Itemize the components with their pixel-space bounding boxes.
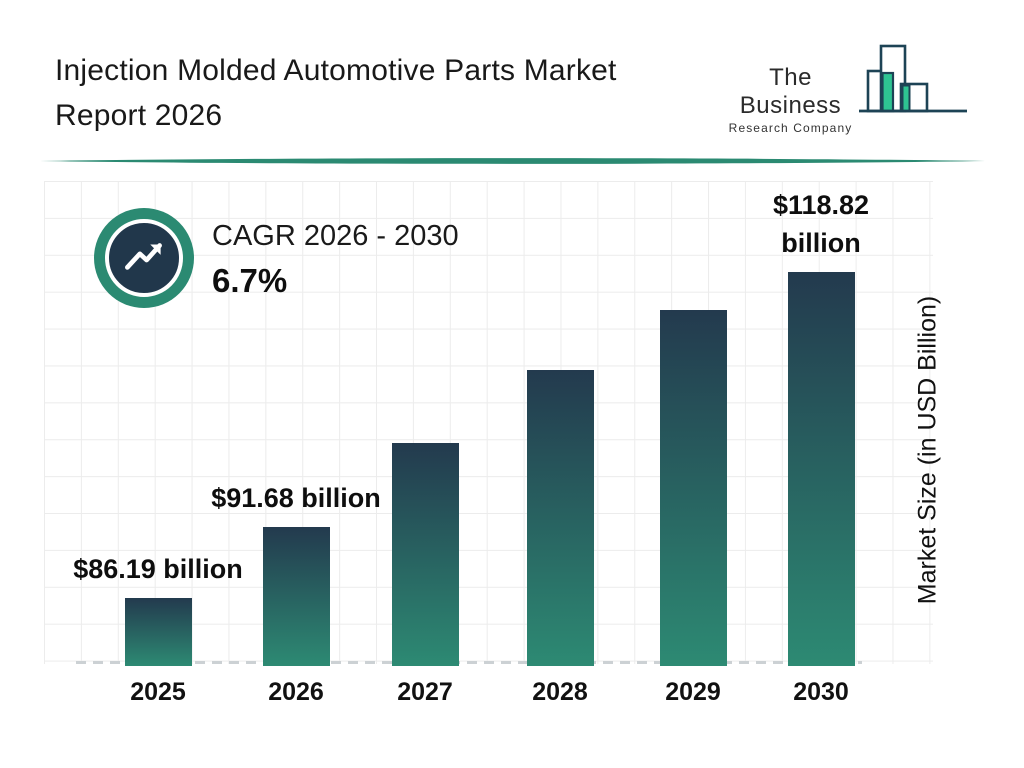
x-tick-2029: 2029: [665, 678, 721, 706]
x-tick-2026: 2026: [268, 678, 324, 706]
bar-2029: [659, 310, 727, 666]
page-title-line2: Report 2026: [55, 99, 223, 132]
x-tick-2025: 2025: [130, 678, 186, 706]
cagr-range-label: CAGR 2026 - 2030: [212, 220, 459, 252]
page-title: Injection Molded Automotive Parts Market…: [55, 48, 735, 138]
cagr-badge-circle: [105, 219, 183, 297]
bar-2028: [526, 370, 594, 666]
bar-value-label-2025: $86.19 billion: [73, 554, 243, 584]
bar-value-label-2030: $118.82 billion: [772, 190, 870, 258]
divider-line: [40, 158, 985, 164]
bar-2030: [787, 272, 855, 666]
x-tick-2030: 2030: [793, 678, 849, 706]
brand-logo-text: The Business Research Company: [718, 64, 863, 135]
bar-2026: [262, 527, 330, 666]
brand-logo: The Business Research Company: [718, 38, 978, 135]
bar-2025: [124, 598, 192, 666]
y-axis-label: Market Size (in USD Billion): [913, 295, 942, 605]
brand-subname: Research Company: [728, 121, 853, 135]
cagr-badge: [94, 208, 194, 308]
x-axis-line: [76, 661, 862, 664]
trending-up-icon: [125, 243, 162, 270]
brand-name: The Business: [739, 64, 842, 119]
x-tick-2028: 2028: [532, 678, 588, 706]
bar-chart-skyline-icon: [859, 44, 967, 113]
bar-value-label-2026: $91.68 billion: [211, 483, 381, 513]
bar-2027: [391, 443, 459, 666]
x-tick-2027: 2027: [397, 678, 453, 706]
page-title-line1: Injection Molded Automotive Parts Market: [55, 54, 617, 87]
cagr-value: 6.7%: [212, 262, 288, 299]
